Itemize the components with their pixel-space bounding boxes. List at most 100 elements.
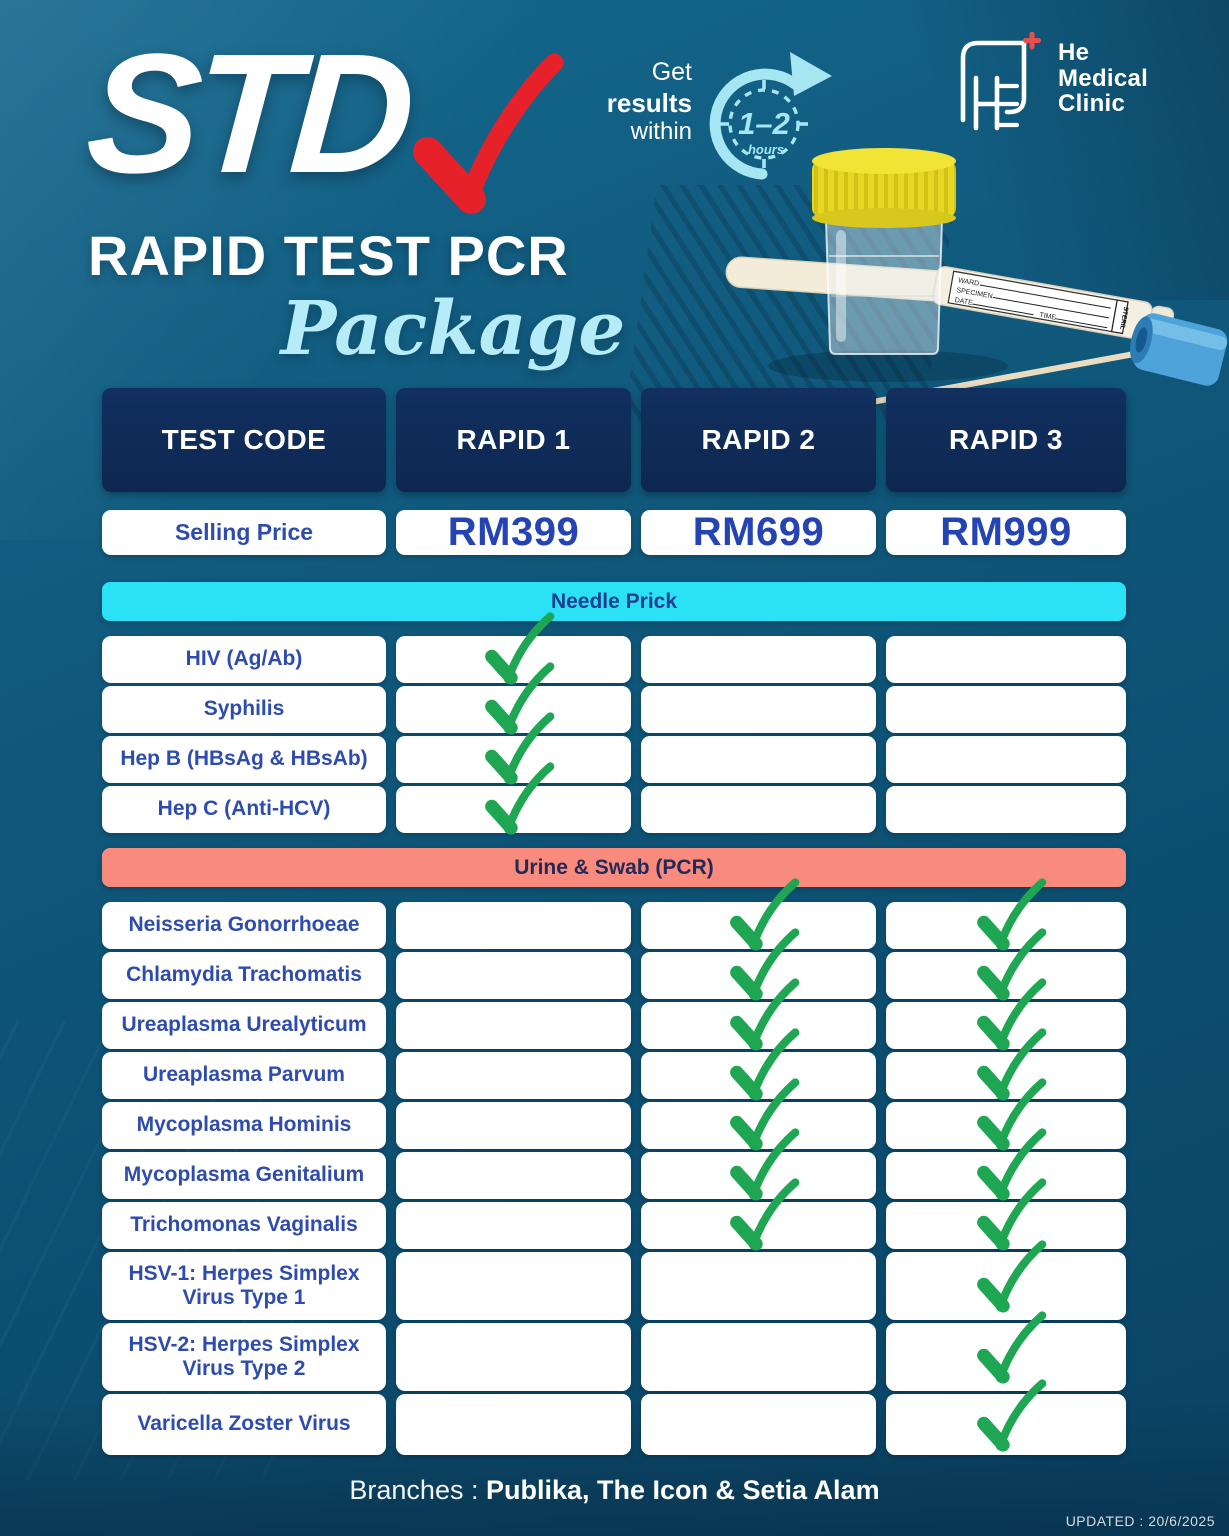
price-value: RM399 bbox=[396, 510, 631, 555]
check-cell bbox=[396, 952, 631, 999]
check-icon bbox=[484, 712, 554, 785]
check-cell bbox=[641, 1028, 876, 1101]
check-icon bbox=[977, 928, 1047, 1001]
test-label: Hep C (Anti-HCV) bbox=[102, 786, 386, 833]
check-cell bbox=[396, 902, 631, 949]
check-cell bbox=[396, 1394, 631, 1455]
check-cell bbox=[396, 1052, 631, 1099]
svg-text:STERIL: STERIL bbox=[1118, 306, 1129, 330]
test-row: Neisseria Gonorrhoeae bbox=[102, 878, 1126, 951]
check-cell bbox=[396, 1102, 631, 1149]
check-cell bbox=[886, 1240, 1126, 1320]
test-label: Mycoplasma Hominis bbox=[102, 1102, 386, 1149]
check-cell bbox=[641, 1394, 876, 1455]
check-cell bbox=[886, 928, 1126, 1001]
check-cell bbox=[886, 1178, 1126, 1251]
section-header: Needle Prick bbox=[102, 582, 1126, 621]
test-row: Hep B (HBsAg & HBsAb) bbox=[102, 712, 1126, 785]
test-label: Mycoplasma Genitalium bbox=[102, 1152, 386, 1199]
clock-duration-text: 1–2 bbox=[738, 106, 790, 141]
main-title: STD bbox=[81, 19, 414, 209]
check-icon bbox=[977, 1311, 1047, 1384]
check-cell bbox=[886, 786, 1126, 833]
test-label: HSV-2: Herpes Simplex Virus Type 2 bbox=[102, 1323, 386, 1391]
specimen-photo: WARD SPECIMEN DATE TIME STERIL bbox=[725, 148, 1228, 430]
svg-text:DATE: DATE bbox=[954, 297, 973, 307]
test-row: Mycoplasma Hominis bbox=[102, 1078, 1126, 1151]
check-icon bbox=[729, 1178, 799, 1251]
check-cell bbox=[886, 1379, 1126, 1455]
test-label: Ureaplasma Parvum bbox=[102, 1052, 386, 1099]
branches-line: Branches : Publika, The Icon & Setia Ala… bbox=[0, 1475, 1229, 1506]
test-row: Ureaplasma Parvum bbox=[102, 1028, 1126, 1101]
price-label: Selling Price bbox=[102, 510, 386, 555]
test-label: Ureaplasma Urealyticum bbox=[102, 1002, 386, 1049]
check-cell bbox=[886, 1078, 1126, 1151]
badge-line-results: results bbox=[606, 87, 692, 118]
check-cell bbox=[641, 736, 876, 783]
check-icon bbox=[484, 612, 554, 685]
red-check-icon bbox=[412, 53, 564, 214]
check-cell bbox=[396, 712, 631, 785]
clinic-name-line1: He bbox=[1058, 39, 1090, 66]
check-icon bbox=[729, 1078, 799, 1151]
test-row: Hep C (Anti-HCV) bbox=[102, 762, 1126, 835]
test-row: Chlamydia Trachomatis bbox=[102, 928, 1126, 1001]
results-time-badge: Get results within 1–2 hours bbox=[596, 44, 840, 194]
check-icon bbox=[977, 1128, 1047, 1201]
clinic-name-line2: Medical bbox=[1058, 64, 1149, 92]
price-row: Selling Price RM399 RM699 RM999 bbox=[102, 510, 1126, 555]
clinic-name-line3: Clinic bbox=[1058, 90, 1126, 118]
branches-value: Publika, The Icon & Setia Alam bbox=[485, 1475, 880, 1505]
check-icon bbox=[729, 1028, 799, 1101]
svg-text:hours: hours bbox=[748, 142, 784, 157]
check-cell bbox=[641, 786, 876, 833]
results-time-text: Get results within bbox=[596, 58, 692, 146]
test-row: Mycoplasma Genitalium bbox=[102, 1128, 1126, 1201]
column-header: RAPID 2 bbox=[641, 388, 876, 492]
clinic-logo: He Medical Clinic bbox=[950, 32, 1148, 136]
title-block: STD RAPID TEST PCR Package bbox=[81, 19, 648, 372]
subtitle: RAPID TEST PCR bbox=[88, 224, 569, 287]
price-value: RM999 bbox=[886, 510, 1126, 555]
check-icon bbox=[977, 978, 1047, 1051]
main-title-line: STD bbox=[81, 19, 648, 214]
check-icon bbox=[729, 928, 799, 1001]
check-cell bbox=[641, 878, 876, 951]
check-icon bbox=[977, 1078, 1047, 1151]
check-cell bbox=[886, 636, 1126, 683]
check-cell bbox=[641, 686, 876, 733]
check-icon bbox=[729, 878, 799, 951]
updated-date: UPDATED : 20/6/2025 bbox=[1065, 1513, 1215, 1529]
price-value: RM699 bbox=[641, 510, 876, 555]
check-cell bbox=[396, 762, 631, 835]
check-icon bbox=[977, 1178, 1047, 1251]
test-row: Syphilis bbox=[102, 662, 1126, 735]
check-cell bbox=[886, 686, 1126, 733]
check-cell bbox=[641, 1078, 876, 1151]
check-icon bbox=[484, 662, 554, 735]
svg-text:WARD: WARD bbox=[958, 277, 980, 288]
check-icon bbox=[977, 878, 1047, 951]
branches-label: Branches : bbox=[349, 1475, 479, 1505]
check-cell bbox=[641, 1178, 876, 1251]
column-header: RAPID 1 bbox=[396, 388, 631, 492]
test-label: HSV-1: Herpes Simplex Virus Type 1 bbox=[102, 1252, 386, 1320]
column-header: RAPID 3 bbox=[886, 388, 1126, 492]
check-cell bbox=[886, 878, 1126, 951]
test-row: HSV-2: Herpes Simplex Virus Type 2 bbox=[102, 1311, 1126, 1391]
check-cell bbox=[396, 1202, 631, 1249]
check-icon bbox=[977, 1240, 1047, 1313]
test-row: HSV-1: Herpes Simplex Virus Type 1 bbox=[102, 1240, 1126, 1320]
check-cell bbox=[641, 636, 876, 683]
badge-line-get: Get bbox=[651, 58, 692, 86]
check-icon bbox=[977, 1379, 1047, 1452]
test-row: Trichomonas Vaginalis bbox=[102, 1178, 1126, 1251]
check-cell bbox=[641, 928, 876, 1001]
hej-logo-icon bbox=[960, 32, 1041, 131]
check-icon bbox=[484, 762, 554, 835]
check-cell bbox=[641, 1323, 876, 1391]
check-cell bbox=[396, 612, 631, 685]
test-label: Syphilis bbox=[102, 686, 386, 733]
